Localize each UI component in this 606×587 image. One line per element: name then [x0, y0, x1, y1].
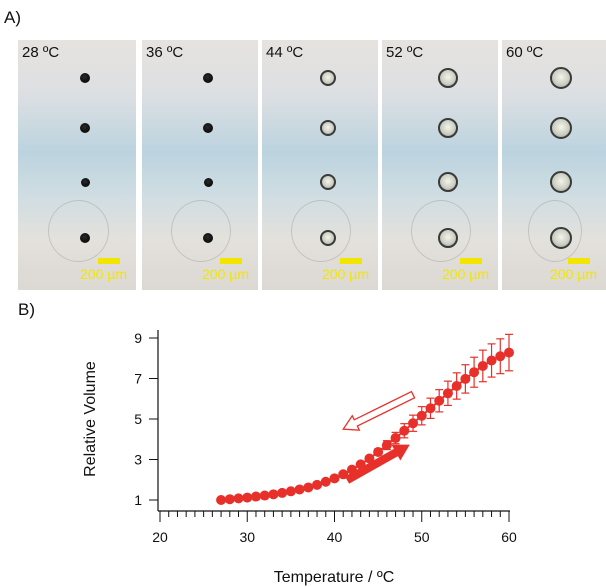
background-blob: [528, 200, 582, 262]
data-point: [381, 440, 392, 451]
data-point: [373, 447, 384, 458]
micrograph-36c: 36 ºC 200 µm: [142, 40, 258, 290]
hydrogel-bead: [320, 70, 336, 86]
micrograph-52c: 52 ºC 200 µm: [382, 40, 498, 290]
y-axis-ticks: 1 3 5 7 9: [134, 330, 158, 508]
data-point: [495, 351, 506, 362]
data-point: [312, 479, 323, 490]
y-tick-label: 7: [134, 371, 142, 387]
data-point: [242, 492, 253, 503]
x-axis-title: Temperature / ºC: [274, 569, 395, 586]
background-blob: [411, 200, 471, 262]
data-point: [233, 493, 244, 504]
data-point: [303, 482, 314, 493]
data-point: [469, 367, 480, 378]
hydrogel-bead: [80, 233, 90, 243]
x-tick-label: 60: [501, 529, 517, 545]
data-point: [408, 418, 419, 429]
scale-bar-label: 200 µm: [80, 266, 127, 282]
scale-bar: [98, 258, 120, 264]
hydrogel-bead: [80, 73, 90, 83]
scale-bar: [568, 258, 590, 264]
y-axis-title: Relative Volume: [82, 361, 99, 477]
background-blob: [171, 200, 231, 262]
data-point: [477, 360, 488, 371]
hydrogel-bead: [550, 117, 572, 139]
x-tick-label: 20: [152, 529, 168, 545]
temperature-label: 60 ºC: [506, 44, 544, 61]
scale-bar-label: 200 µm: [550, 266, 597, 282]
hydrogel-bead: [203, 233, 213, 243]
data-point: [216, 495, 227, 505]
scale-bar-label: 200 µm: [202, 266, 249, 282]
data-point: [399, 425, 410, 436]
hydrogel-bead: [80, 177, 90, 187]
hydrogel-bead: [203, 177, 213, 187]
data-point: [277, 487, 288, 498]
data-point: [460, 373, 471, 384]
micrograph-60c: 60 ºC 200 µm: [502, 40, 606, 290]
data-point: [442, 388, 453, 399]
data-point: [364, 453, 375, 464]
data-point: [294, 484, 305, 495]
data-point: [355, 459, 366, 470]
relative-volume-chart: 20 30 40 50 60 1 3 5 7 9 Temperature / ºC Relati…: [82, 330, 517, 586]
cooling-arrow: [342, 390, 416, 431]
x-tick-label: 40: [327, 529, 343, 545]
micrograph-44c: 44 ºC 200 µm: [262, 40, 378, 290]
hydrogel-bead: [438, 172, 458, 192]
data-point: [320, 476, 331, 487]
scale-bar: [340, 258, 362, 264]
data-point: [329, 473, 340, 484]
data-point: [224, 494, 235, 505]
hydrogel-bead: [320, 120, 336, 136]
background-blob: [47, 200, 109, 262]
y-tick-label: 5: [134, 411, 142, 427]
data-point: [504, 347, 514, 358]
data-point: [416, 410, 427, 421]
temperature-label: 44 ºC: [266, 44, 304, 61]
data-point: [259, 490, 270, 501]
hydrogel-bead: [438, 68, 458, 88]
hydrogel-bead: [438, 118, 458, 138]
micrograph-strip: 28 ºC 200 µm 36 ºC 200 µm 44 ºC 200 µm 5…: [18, 40, 606, 292]
hydrogel-bead: [320, 230, 336, 246]
data-point: [451, 380, 462, 391]
data-point: [425, 403, 436, 414]
data-points: [216, 347, 514, 505]
data-point: [486, 355, 497, 366]
hydrogel-bead: [203, 123, 213, 133]
micrograph-28c: 28 ºC 200 µm: [18, 40, 136, 290]
hydrogel-bead: [320, 174, 336, 190]
temperature-label: 52 ºC: [386, 44, 424, 61]
hydrogel-bead: [550, 227, 572, 249]
hydrogel-bead: [438, 228, 458, 248]
x-tick-label: 50: [414, 529, 430, 545]
background-blob: [291, 200, 351, 262]
scale-bar-label: 200 µm: [442, 266, 489, 282]
scale-bar: [220, 258, 242, 264]
hydrogel-bead: [550, 171, 572, 193]
data-point: [268, 489, 279, 500]
temperature-label: 28 ºC: [22, 44, 60, 61]
data-point: [390, 433, 401, 444]
data-point: [250, 491, 261, 502]
data-point: [346, 464, 357, 475]
x-tick-label: 30: [239, 529, 255, 545]
panel-a-label: A): [4, 8, 21, 27]
y-tick-label: 1: [134, 492, 142, 508]
scale-bar-label: 200 µm: [322, 266, 369, 282]
data-point: [434, 395, 445, 406]
data-point: [338, 469, 349, 480]
panel-b-label: B): [18, 300, 35, 319]
data-point: [285, 486, 296, 497]
temperature-label: 36 ºC: [146, 44, 184, 61]
y-tick-label: 9: [134, 330, 142, 346]
hydrogel-bead: [80, 123, 90, 133]
scale-bar: [460, 258, 482, 264]
hydrogel-bead: [550, 67, 572, 89]
x-axis-ticks: 20 30 40 50 60: [152, 511, 517, 545]
y-tick-label: 3: [134, 452, 142, 468]
hydrogel-bead: [203, 73, 213, 83]
